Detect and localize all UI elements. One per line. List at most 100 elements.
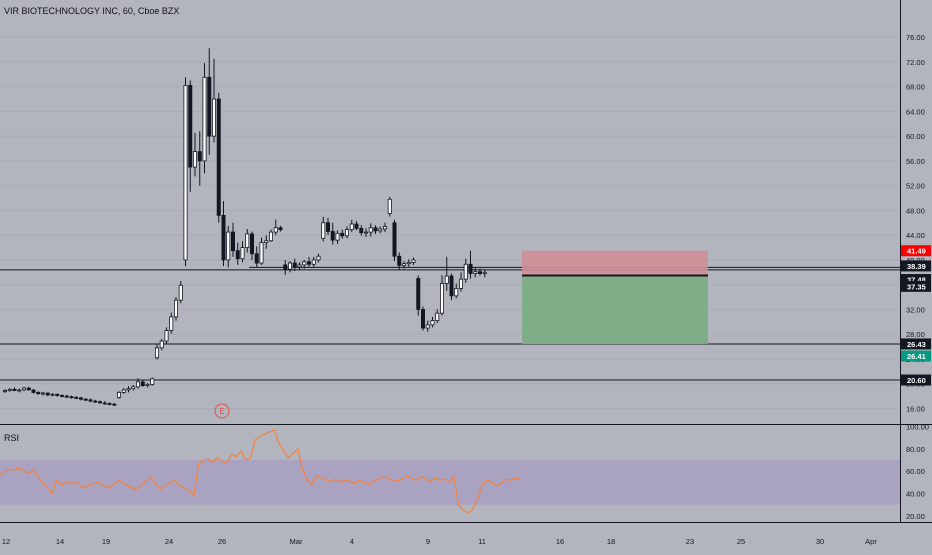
stop-loss-zone (522, 250, 708, 276)
price-tick-label: 44.00 (906, 231, 925, 240)
candle-body (145, 383, 150, 386)
candle-body (60, 395, 65, 397)
time-tick-label: 24 (165, 537, 173, 546)
price-tick-label: 32.00 (906, 305, 925, 314)
candle-body (50, 393, 55, 396)
candle-body (93, 400, 98, 403)
candle-body (477, 271, 482, 274)
candle-body (382, 226, 387, 230)
grid-lines (0, 0, 932, 523)
candle-body (202, 76, 207, 162)
candle-body (311, 259, 316, 265)
candle-body (292, 262, 297, 268)
candle-body (26, 387, 31, 391)
candle-body (430, 320, 435, 326)
candle-body (482, 271, 487, 274)
candle-body (325, 222, 330, 232)
candle-body (463, 263, 468, 280)
price-tick-label: 64.00 (906, 107, 925, 116)
rsi-pane-label: RSI (4, 433, 20, 443)
earnings-circle-icon (214, 403, 230, 419)
candle-body (154, 347, 159, 359)
candle-body (278, 227, 283, 231)
candle-body (88, 399, 93, 402)
price-tick-label: 28.00 (906, 330, 925, 339)
price-badge (901, 350, 931, 362)
time-tick-label: 12 (2, 537, 10, 546)
candle-body (164, 330, 169, 342)
candle-body (468, 263, 473, 274)
time-axis[interactable]: 12 14 19 24 26 Mar 4 9 11 16 18 23 25 30 Apr (2, 537, 878, 546)
price-badge-label: 37.35 (907, 282, 926, 291)
candle-body (344, 229, 349, 237)
candle-body (401, 263, 406, 266)
candle-body (264, 240, 269, 244)
candle-body (74, 396, 79, 399)
candle-body (216, 98, 221, 216)
price-badge (901, 260, 931, 272)
candle-body (268, 231, 273, 242)
candle-body (359, 227, 364, 234)
candle-body (17, 389, 22, 392)
time-tick-label: 9 (426, 537, 430, 546)
candle-body (183, 84, 188, 261)
candle-body (420, 309, 425, 329)
time-tick-label: Mar (290, 537, 303, 546)
earnings-label: E (219, 407, 224, 416)
earnings-marker[interactable]: E (214, 403, 230, 419)
price-badge-label: 26.41 (907, 352, 926, 361)
price-tick-label: 52.00 (906, 182, 925, 191)
candle-body (368, 227, 373, 233)
candle-body (435, 312, 440, 322)
candle-body (41, 392, 46, 395)
candle-body (55, 393, 60, 396)
candle-body (439, 283, 444, 314)
candle-body (221, 214, 226, 261)
time-tick-label: 11 (478, 537, 486, 546)
price-badge (901, 280, 931, 292)
candle-body (197, 151, 202, 162)
take-profit-zone (522, 275, 708, 345)
time-tick-label: 18 (607, 537, 615, 546)
candle-body (392, 222, 397, 257)
candle-body (397, 255, 402, 266)
time-tick-label: Apr (865, 537, 877, 546)
candle-body (112, 403, 117, 406)
candle-body (45, 392, 50, 396)
candle-body (140, 381, 145, 386)
rsi-indicator (0, 428, 900, 514)
candle-body (444, 275, 449, 284)
candle-body (249, 233, 254, 255)
rsi-tick-label: 60.00 (906, 467, 925, 476)
main-pane-bg (0, 0, 900, 424)
candle-body (178, 284, 183, 301)
candle-body (449, 275, 454, 297)
rsi-tick-label: 20.00 (906, 512, 925, 521)
candle-body (273, 227, 278, 233)
price-badge-label: 37.48 (907, 276, 926, 285)
rsi-tick-label: 80.00 (906, 445, 925, 454)
candle-body (316, 255, 321, 261)
candle-body (321, 222, 326, 239)
candle-body (211, 98, 216, 137)
candle-body (287, 262, 292, 270)
price-badge-label: 38.39 (907, 262, 926, 271)
position-tool[interactable] (522, 250, 708, 345)
candle-body (7, 388, 12, 391)
price-tick-label: 76.00 (906, 33, 925, 42)
candle-body (335, 232, 340, 241)
price-tick-label: 56.00 (906, 157, 925, 166)
candle-body (83, 398, 88, 401)
price-badge (901, 374, 931, 386)
candle-body (454, 288, 459, 297)
price-tick-label: 60.00 (906, 132, 925, 141)
candle-body (21, 387, 26, 391)
candle-body (3, 390, 8, 392)
candle-body (330, 231, 335, 241)
candle-body (230, 231, 235, 252)
candle-body (340, 232, 345, 237)
rsi-band (0, 460, 900, 505)
